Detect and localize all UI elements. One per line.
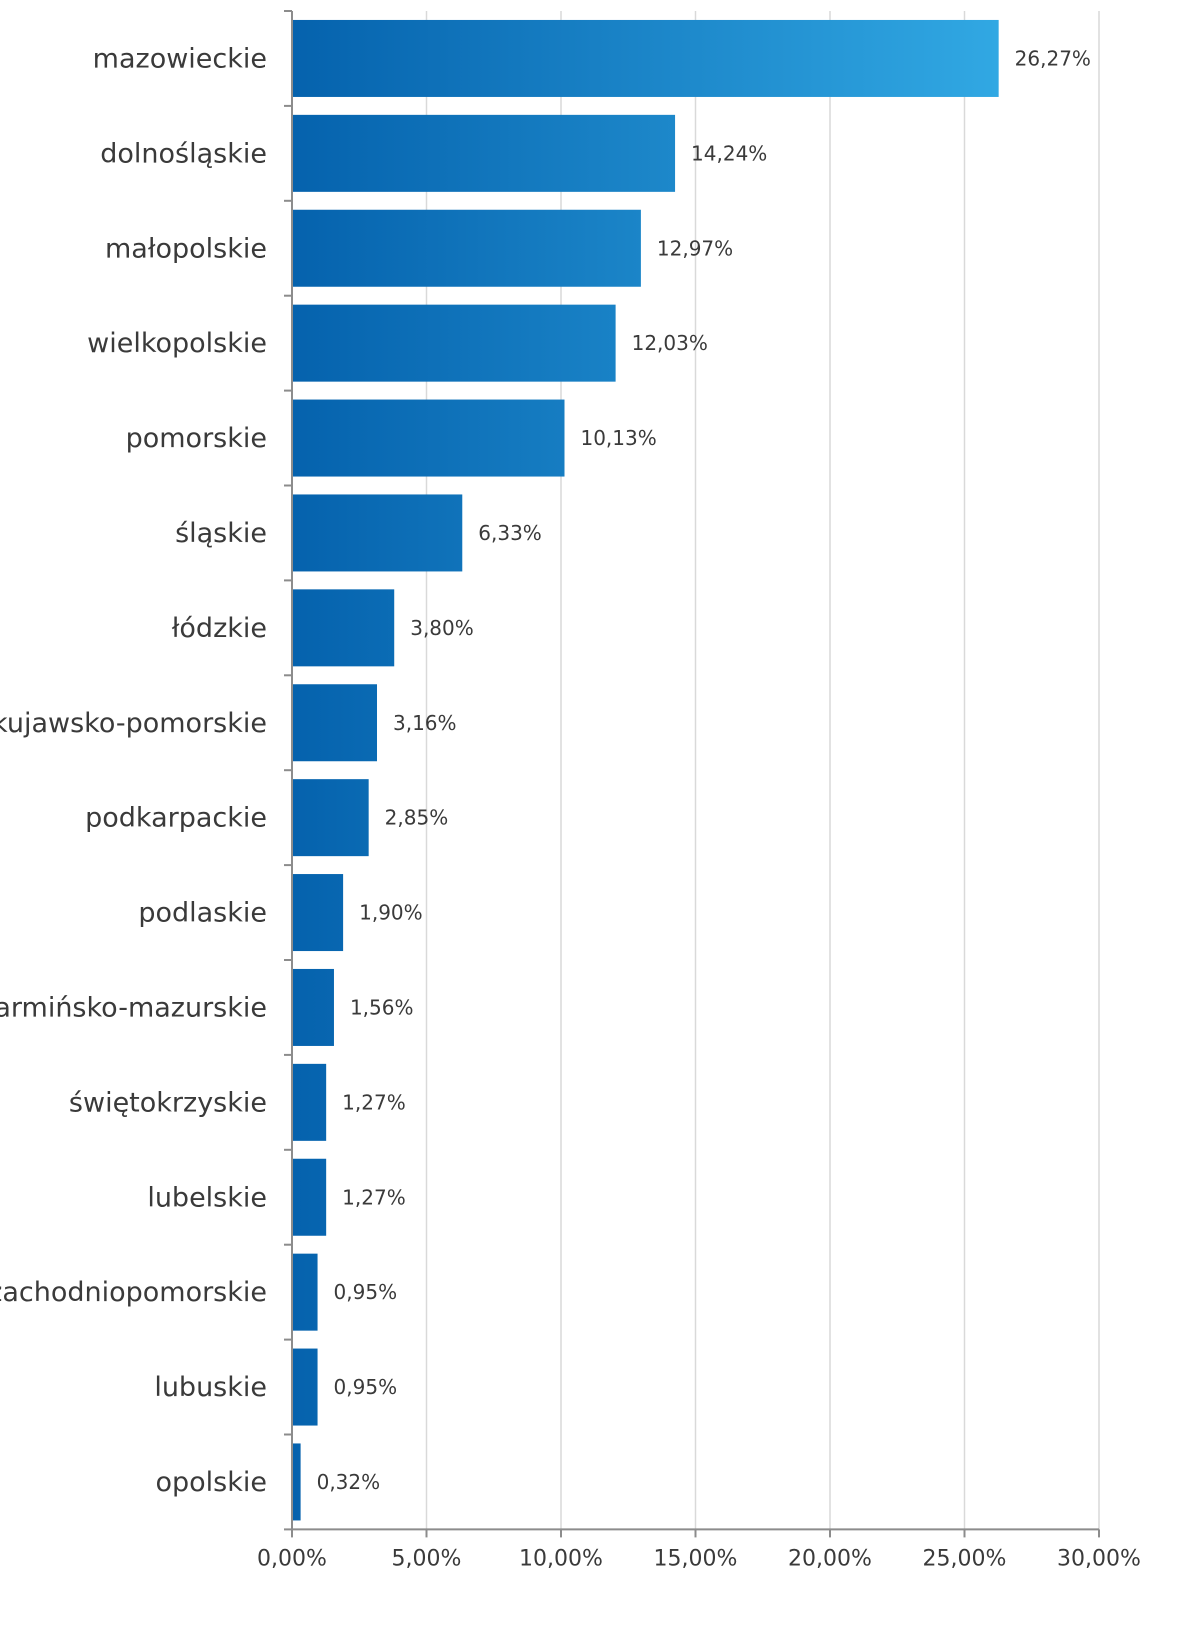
value-label: 1,90% (359, 901, 423, 925)
category-label: mazowieckie (93, 43, 267, 74)
bar-pomorskie (293, 399, 565, 477)
value-label: 26,27% (1015, 46, 1091, 70)
x-tick-label: 30,00% (1057, 1546, 1141, 1571)
x-tick-label: 10,00% (519, 1546, 603, 1571)
x-tick-label: 5,00% (392, 1546, 462, 1571)
value-label: 3,80% (410, 616, 474, 640)
bar-śląskie (293, 494, 463, 572)
value-label: 0,32% (317, 1470, 381, 1494)
category-label: świętokrzyskie (69, 1087, 267, 1118)
value-label: 2,85% (385, 806, 449, 830)
category-label: dolnośląskie (100, 138, 267, 169)
category-label: pomorskie (126, 423, 267, 454)
bar-kujawsko-pomorskie (293, 684, 378, 762)
bar-mazowieckie (293, 19, 999, 97)
category-label: śląskie (175, 518, 267, 549)
category-label: łódzkie (172, 613, 267, 644)
category-label: lubuskie (154, 1372, 267, 1403)
bar-zachodniopomorskie (293, 1253, 318, 1331)
bar-świętokrzyskie (293, 1063, 327, 1141)
category-label: podkarpackie (85, 803, 267, 834)
bar-wielkopolskie (293, 304, 616, 382)
bar-lubuskie (293, 1348, 318, 1426)
axes: 0,00% 5,00% 10,00% 15,00% 20,00% 25,00% 30,00% (257, 10, 1141, 1571)
category-label: zachodniopomorskie (0, 1277, 267, 1308)
value-label: 1,56% (350, 995, 414, 1019)
bar-małopolskie (293, 209, 641, 287)
x-tick-label: 15,00% (654, 1546, 738, 1571)
bar-lubelskie (293, 1158, 327, 1236)
x-tick-label: 20,00% (788, 1546, 872, 1571)
value-label: 6,33% (478, 521, 542, 545)
value-label: 12,03% (632, 331, 708, 355)
value-label: 14,24% (691, 141, 767, 165)
value-label: 1,27% (342, 1185, 406, 1209)
category-label: kujawsko-pomorskie (0, 708, 267, 739)
value-label: 1,27% (342, 1090, 406, 1114)
category-label: warmińsko-mazurskie (0, 992, 267, 1023)
bar-opolskie (293, 1443, 301, 1521)
bars (293, 19, 999, 1521)
value-label: 3,16% (393, 711, 457, 735)
bar-warmińsko-mazurskie (293, 968, 334, 1046)
labels: 26,27% mazowieckie 14,24% dolnośląskie 12,97… (0, 43, 1091, 1498)
value-label: 0,95% (334, 1375, 398, 1399)
category-label: podlaskie (138, 898, 267, 929)
bar-podlaskie (293, 874, 344, 952)
category-label: małopolskie (105, 233, 267, 264)
category-label: wielkopolskie (87, 328, 267, 359)
x-tick-label: 25,00% (923, 1546, 1007, 1571)
bar-łódzkie (293, 589, 395, 667)
value-label: 10,13% (580, 426, 656, 450)
category-label: opolskie (156, 1467, 268, 1498)
value-label: 0,95% (334, 1280, 398, 1304)
bar-dolnośląskie (293, 114, 676, 192)
bar-podkarpackie (293, 779, 369, 857)
value-label: 12,97% (657, 236, 733, 260)
x-tick-label: 0,00% (257, 1546, 327, 1571)
category-label: lubelskie (147, 1182, 267, 1213)
